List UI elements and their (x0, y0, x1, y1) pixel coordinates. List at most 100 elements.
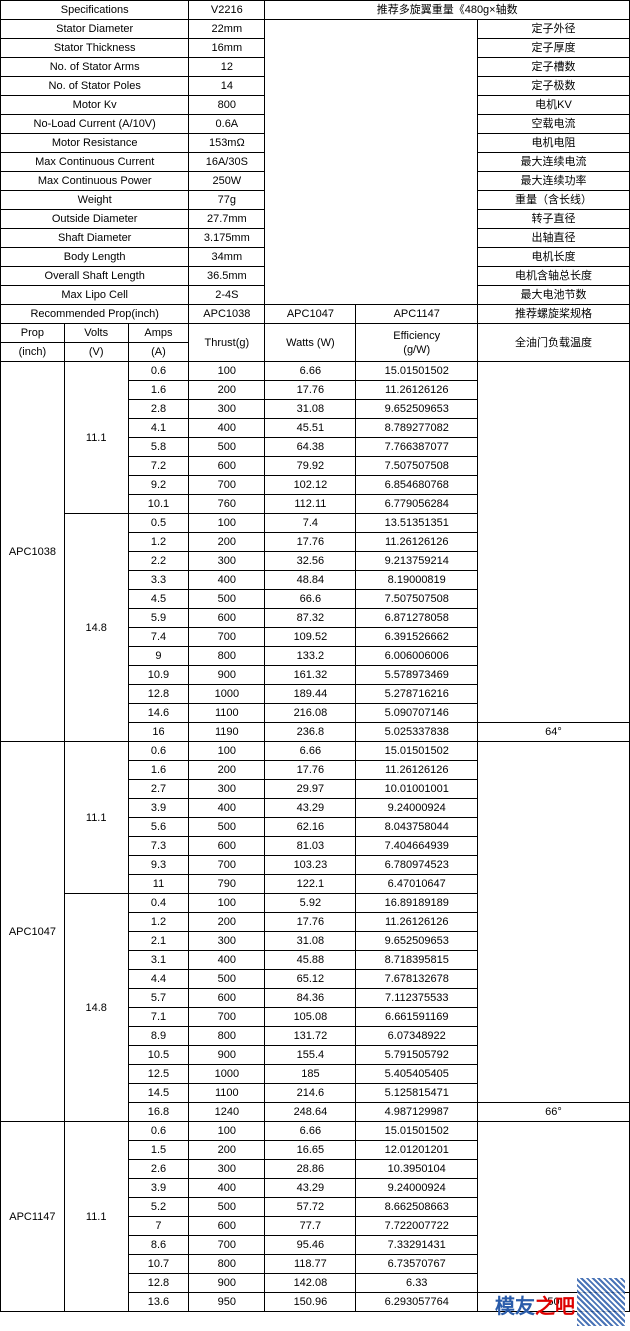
thrust-value: 200 (189, 381, 265, 400)
spec-label-en: Weight (1, 191, 189, 210)
amps-value: 2.6 (128, 1160, 189, 1179)
col-amps-unit: (A) (128, 343, 189, 362)
watts-value: 66.6 (265, 590, 356, 609)
eff-value: 5.405405405 (356, 1065, 478, 1084)
eff-value: 7.507507508 (356, 590, 478, 609)
thrust-value: 500 (189, 590, 265, 609)
watts-value: 112.11 (265, 495, 356, 514)
spec-value: 14 (189, 77, 265, 96)
watts-value: 32.56 (265, 552, 356, 571)
eff-value: 8.662508663 (356, 1198, 478, 1217)
amps-value: 9.3 (128, 856, 189, 875)
spec-table: SpecificationsV2216推荐多旋翼重量《480g×轴数Stator… (0, 0, 630, 1312)
eff-value: 5.578973469 (356, 666, 478, 685)
eff-value: 7.678132678 (356, 970, 478, 989)
watts-value: 214.6 (265, 1084, 356, 1103)
prop-name: APC1047 (1, 742, 65, 1122)
amps-value: 2.7 (128, 780, 189, 799)
watts-value: 84.36 (265, 989, 356, 1008)
eff-value: 8.19000819 (356, 571, 478, 590)
amps-value: 1.6 (128, 761, 189, 780)
spec-label-en: Motor Resistance (1, 134, 189, 153)
spec-value: 153mΩ (189, 134, 265, 153)
spec-value: 22mm (189, 20, 265, 39)
thrust-value: 800 (189, 647, 265, 666)
thrust-value: 100 (189, 362, 265, 381)
eff-value: 11.26126126 (356, 381, 478, 400)
spec-label-en: Stator Thickness (1, 39, 189, 58)
thrust-value: 760 (189, 495, 265, 514)
watts-value: 28.86 (265, 1160, 356, 1179)
thrust-value: 1100 (189, 1084, 265, 1103)
spec-blank (265, 20, 478, 305)
prop-col-3: APC1147 (356, 305, 478, 324)
watts-value: 142.08 (265, 1274, 356, 1293)
amps-value: 5.8 (128, 438, 189, 457)
eff-value: 6.47010647 (356, 875, 478, 894)
spec-label-en: Motor Kv (1, 96, 189, 115)
thrust-value: 700 (189, 1236, 265, 1255)
amps-value: 9 (128, 647, 189, 666)
watts-value: 87.32 (265, 609, 356, 628)
amps-value: 10.5 (128, 1046, 189, 1065)
watts-value: 118.77 (265, 1255, 356, 1274)
rec-prop-label: Recommended Prop(inch) (1, 305, 189, 324)
watts-value: 103.23 (265, 856, 356, 875)
watts-value: 17.76 (265, 381, 356, 400)
thrust-value: 500 (189, 970, 265, 989)
eff-value: 13.51351351 (356, 514, 478, 533)
amps-value: 0.4 (128, 894, 189, 913)
amps-value: 14.5 (128, 1084, 189, 1103)
eff-value: 12.01201201 (356, 1141, 478, 1160)
amps-value: 4.4 (128, 970, 189, 989)
thrust-value: 300 (189, 780, 265, 799)
amps-value: 1.2 (128, 533, 189, 552)
eff-value: 9.213759214 (356, 552, 478, 571)
watts-value: 17.76 (265, 761, 356, 780)
amps-value: 7.4 (128, 628, 189, 647)
volts-value: 11.1 (64, 1122, 128, 1312)
eff-value: 15.01501502 (356, 742, 478, 761)
amps-value: 13.6 (128, 1293, 189, 1312)
thrust-value: 100 (189, 894, 265, 913)
watts-value: 95.46 (265, 1236, 356, 1255)
watermark-part1: 模友 (495, 1296, 535, 1318)
watts-value: 102.12 (265, 476, 356, 495)
eff-value: 6.871278058 (356, 609, 478, 628)
amps-value: 10.9 (128, 666, 189, 685)
eff-value: 4.987129987 (356, 1103, 478, 1122)
watts-value: 45.88 (265, 951, 356, 970)
col-watts: Watts (W) (265, 324, 356, 362)
prop-name: APC1038 (1, 362, 65, 742)
watts-value: 131.72 (265, 1027, 356, 1046)
eff-value: 9.652509653 (356, 400, 478, 419)
thrust-value: 600 (189, 609, 265, 628)
volts-value: 11.1 (64, 742, 128, 894)
thrust-value: 900 (189, 1046, 265, 1065)
amps-value: 5.9 (128, 609, 189, 628)
amps-value: 8.6 (128, 1236, 189, 1255)
watts-value: 122.1 (265, 875, 356, 894)
thrust-value: 200 (189, 761, 265, 780)
eff-value: 11.26126126 (356, 913, 478, 932)
thrust-value: 1190 (189, 723, 265, 742)
col-prop: Prop (1, 324, 65, 343)
eff-value: 9.24000924 (356, 799, 478, 818)
watts-value: 31.08 (265, 932, 356, 951)
thrust-value: 400 (189, 419, 265, 438)
watts-value: 17.76 (265, 913, 356, 932)
watts-value: 7.4 (265, 514, 356, 533)
thrust-value: 700 (189, 628, 265, 647)
amps-value: 5.6 (128, 818, 189, 837)
spec-value: 77g (189, 191, 265, 210)
amps-value: 9.2 (128, 476, 189, 495)
spec-label-en: No. of Stator Poles (1, 77, 189, 96)
col-thrust: Thrust(g) (189, 324, 265, 362)
col-temp: 全油门负载温度 (478, 324, 630, 362)
spec-value: 36.5mm (189, 267, 265, 286)
thrust-value: 500 (189, 1198, 265, 1217)
spec-label-en: Shaft Diameter (1, 229, 189, 248)
thrust-value: 300 (189, 400, 265, 419)
thrust-value: 1240 (189, 1103, 265, 1122)
thrust-value: 400 (189, 571, 265, 590)
